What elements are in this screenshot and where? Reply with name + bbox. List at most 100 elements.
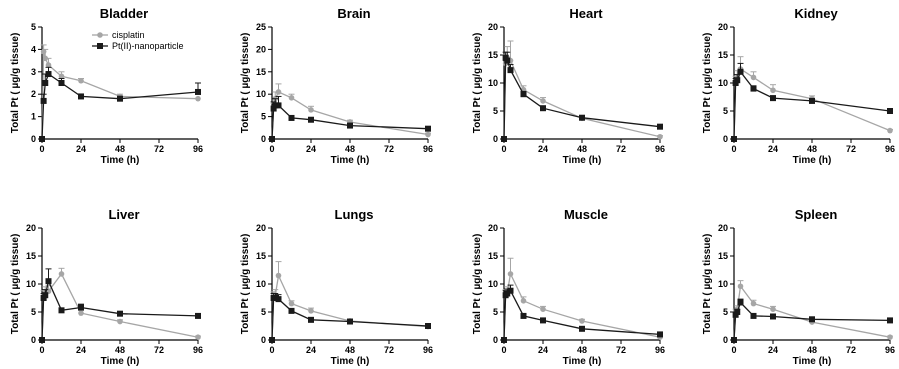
panel-lungs: Lungs 0 5 10 15 20 0 24 48 72 96 Time (h) Total Pt (… <box>240 207 433 367</box>
x-tick-label: 72 <box>616 144 626 154</box>
series-line <box>41 279 199 341</box>
y-tick-label: 20 <box>718 22 728 32</box>
data-point <box>809 316 815 323</box>
data-point <box>269 136 275 142</box>
y-axis-label: Total Pt ( µg/g tissue) <box>10 234 21 335</box>
data-point <box>425 131 431 138</box>
data-point <box>579 318 585 324</box>
legend-label: cisplatin <box>112 30 145 40</box>
data-point <box>770 306 776 313</box>
panel-title: Muscle <box>564 207 608 222</box>
y-tick-label: 0 <box>261 134 266 144</box>
panel-brain: Brain 0 5 10 15 20 25 0 24 48 72 96 Time (h) Total Pt… <box>240 6 433 166</box>
data-point <box>195 95 201 102</box>
y-tick-label: 10 <box>488 279 498 289</box>
data-point <box>275 272 282 279</box>
data-point <box>347 318 353 325</box>
y-tick-label: 5 <box>723 307 728 317</box>
data-point <box>750 74 757 81</box>
data-point <box>347 122 353 129</box>
y-tick-label: 20 <box>488 223 498 233</box>
data-point <box>308 316 314 323</box>
legend-label: Pt(II)-nanoparticle <box>112 41 184 51</box>
data-point <box>579 325 585 332</box>
data-point <box>195 88 201 95</box>
data-point <box>501 337 507 343</box>
data-point <box>45 62 52 68</box>
x-axis-label: Time (h) <box>563 155 602 166</box>
data-point <box>750 85 757 92</box>
x-tick-label: 48 <box>345 345 355 355</box>
panel-bladder: Bladder 0 1 2 3 4 5 0 24 48 72 96 Time (h) Total Pt (… <box>10 6 203 166</box>
x-tick-label: 0 <box>39 345 44 355</box>
x-tick-label: 48 <box>807 345 817 355</box>
series-nanoparticle <box>269 95 431 142</box>
panel-title: Liver <box>108 207 139 222</box>
y-tick-label: 10 <box>256 279 266 289</box>
x-tick-label: 72 <box>846 144 856 154</box>
data-point <box>734 77 741 84</box>
data-point <box>734 309 741 315</box>
x-tick-label: 48 <box>345 144 355 154</box>
x-tick-label: 48 <box>115 144 125 154</box>
panel-title: Kidney <box>794 6 838 21</box>
data-point <box>308 107 314 113</box>
data-point <box>737 283 744 290</box>
y-tick-label: 15 <box>488 50 498 60</box>
data-point <box>288 307 295 314</box>
panel-heart: Heart 0 5 10 15 20 0 24 48 72 96 Time (h) Total Pt (… <box>472 6 665 166</box>
data-point <box>78 304 84 311</box>
data-point <box>507 271 514 277</box>
series-nanoparticle <box>501 284 663 343</box>
x-tick-label: 0 <box>731 144 736 154</box>
panel-title: Bladder <box>100 6 148 21</box>
data-point <box>809 97 815 104</box>
data-point <box>501 136 507 142</box>
y-axis-label: Total Pt ( µg/g tissue) <box>240 234 251 335</box>
data-point <box>540 105 546 112</box>
data-point <box>40 48 47 55</box>
y-tick-label: 5 <box>261 307 266 317</box>
y-tick-label: 15 <box>26 251 36 261</box>
data-point <box>887 317 893 324</box>
y-tick-label: 5 <box>493 106 498 116</box>
data-point <box>58 73 65 80</box>
legend-swatch-marker <box>97 43 103 49</box>
x-tick-label: 24 <box>538 144 548 154</box>
series-line <box>503 56 661 140</box>
data-point <box>78 310 84 316</box>
y-tick-label: 0 <box>493 335 498 345</box>
series-cisplatin <box>39 44 201 142</box>
data-point <box>117 310 123 317</box>
x-tick-label: 72 <box>154 345 164 355</box>
data-point <box>78 77 84 84</box>
panel-kidney: Kidney 0 5 10 15 20 0 24 48 72 96 Time (h) Total Pt … <box>702 6 895 166</box>
y-tick-label: 10 <box>26 279 36 289</box>
x-tick-label: 96 <box>193 345 203 355</box>
data-point <box>58 307 65 314</box>
legend-swatch-marker <box>97 32 103 38</box>
data-point <box>45 278 52 285</box>
data-point <box>425 125 431 132</box>
x-tick-label: 0 <box>269 345 274 355</box>
y-tick-label: 1 <box>31 112 36 122</box>
y-tick-label: 5 <box>493 307 498 317</box>
data-point <box>288 300 295 307</box>
x-axis-label: Time (h) <box>563 356 602 367</box>
data-point <box>770 95 776 102</box>
y-tick-label: 15 <box>256 67 266 77</box>
x-tick-label: 48 <box>577 144 587 154</box>
x-tick-label: 24 <box>538 345 548 355</box>
x-tick-label: 72 <box>846 345 856 355</box>
x-tick-label: 48 <box>115 345 125 355</box>
x-axis-label: Time (h) <box>331 155 370 166</box>
data-point <box>520 298 527 304</box>
data-point <box>737 68 744 75</box>
series-line <box>503 289 661 341</box>
series-cisplatin <box>269 83 431 142</box>
series-nanoparticle <box>269 293 431 343</box>
series-cisplatin <box>731 280 893 343</box>
x-tick-label: 24 <box>76 345 86 355</box>
data-point <box>770 313 776 320</box>
data-point <box>272 295 279 301</box>
